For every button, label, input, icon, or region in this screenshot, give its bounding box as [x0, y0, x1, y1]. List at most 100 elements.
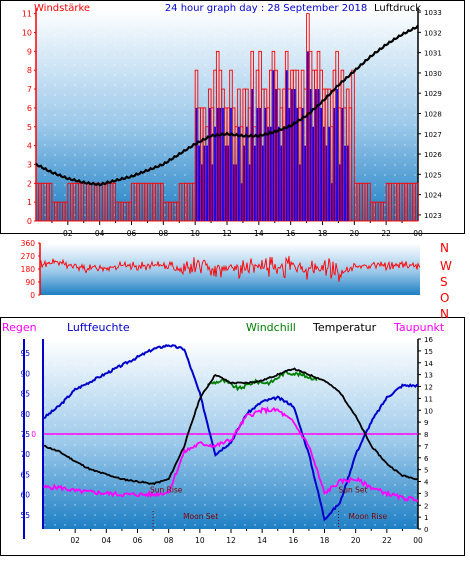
wind-gust-bar	[330, 183, 333, 221]
wind-gust-bar	[338, 164, 341, 221]
humidity-tick-label: 70	[20, 450, 30, 459]
luftdruck-label: Luftdruck	[374, 3, 421, 14]
taupunkt-label: Taupunkt	[393, 321, 445, 334]
direction-tick-label: 360	[21, 239, 36, 248]
wind-gust-bar	[328, 126, 330, 221]
wind-gust-bar	[283, 126, 285, 221]
wind-gust-bar	[293, 89, 296, 221]
wind-gust-bar	[230, 107, 232, 221]
wind-gust-bar	[323, 126, 325, 221]
luftfeuchte-label: Luftfeuchte	[67, 321, 130, 334]
wind-gust-bar	[227, 145, 230, 221]
temperature-tick-label: 1	[424, 514, 428, 522]
wind-x-tick-label: 18	[318, 229, 328, 238]
rain-value-label: 0	[31, 430, 36, 439]
pressure-tick-label: 1025	[424, 171, 442, 179]
wind-gust-bar	[256, 107, 259, 221]
wind-gust-bar	[195, 107, 198, 221]
direction-tick-label: 180	[21, 265, 36, 274]
pressure-tick-label: 1023	[424, 212, 442, 220]
sunrise-label: Sun Rise	[150, 486, 183, 495]
humidity-line	[43, 343, 419, 522]
wind-gust-bar	[317, 89, 320, 221]
wind-gust-bar	[301, 107, 304, 221]
wind-gust-bar	[214, 126, 216, 221]
humidity-x-tick-label: 00	[413, 536, 423, 545]
dir-letter-w: W	[440, 259, 452, 273]
direction-tick-label: 270	[21, 252, 36, 261]
temperature-tick-label: 10	[424, 407, 433, 415]
wind-tick-label: 1	[27, 198, 32, 207]
regen-label: Regen	[2, 321, 37, 334]
wind-gust-bar	[216, 107, 219, 221]
humidity-x-tick-label: 20	[351, 536, 361, 545]
dir-letter-n-bottom: N	[440, 307, 449, 321]
wind-x-tick-label: 16	[286, 229, 296, 238]
temperature-tick-label: 5	[424, 467, 428, 475]
wind-tick-label: 0	[27, 217, 32, 226]
wind-x-tick-label: 02	[63, 229, 73, 238]
temperatur-label: Temperatur	[312, 321, 377, 334]
wind-x-tick-label: 22	[381, 229, 391, 238]
humidity-x-tick-label: 14	[257, 536, 267, 545]
direction-tick-label: 0	[30, 291, 35, 300]
wind-gust-bar	[222, 107, 224, 221]
top-panel-frame	[0, 0, 465, 234]
humidity-x-tick-label: 02	[70, 536, 80, 545]
temperature-tick-label: 13	[424, 372, 433, 380]
wind-gust-bar	[285, 70, 288, 221]
pressure-line	[35, 24, 419, 187]
wind-gust-bar	[291, 89, 293, 221]
wind-gust-bar	[206, 145, 208, 221]
wind-gust-bar	[248, 164, 251, 221]
wind-gust-bar	[246, 126, 248, 221]
wind-tick-label: 2	[27, 179, 32, 188]
wind-x-tick-label: 10	[190, 229, 200, 238]
dir-letter-n-top: N	[440, 241, 449, 255]
wind-tick-label: 3	[27, 160, 32, 169]
wind-x-tick-label: 20	[350, 229, 360, 238]
wind-gust-bar	[296, 107, 299, 221]
wind-gust-bar	[211, 164, 214, 221]
wind-tick-label: 10	[22, 29, 32, 38]
wind-direction-line	[39, 255, 421, 282]
windstaerke-label: Windstärke	[34, 3, 90, 14]
wind-gust-bar	[344, 145, 346, 221]
wind-gust-bar	[235, 164, 238, 221]
temperature-tick-label: 0	[424, 526, 428, 534]
humidity-x-tick-label: 04	[102, 536, 112, 545]
wind-tick-label: 8	[27, 66, 32, 75]
humidity-tick-label: 55	[20, 511, 30, 520]
wind-gust-bar	[275, 89, 277, 221]
wind-gust-bar	[267, 126, 269, 221]
wind-gust-bar	[333, 107, 336, 221]
humidity-x-tick-label: 10	[195, 536, 205, 545]
temperature-tick-label: 2	[424, 502, 428, 510]
wind-x-tick-label: 04	[95, 229, 105, 238]
pressure-tick-label: 1033	[424, 9, 442, 17]
wind-gust-bar	[299, 164, 301, 221]
bottom-panel-frame	[0, 317, 465, 556]
chart-title: 24 hour graph day : 28 September 2018	[165, 3, 367, 14]
temperature-tick-label: 8	[424, 431, 428, 439]
wind-gust-bar	[203, 145, 206, 221]
wind-gust-bar	[269, 126, 272, 221]
wind-gust-bar	[336, 89, 338, 221]
pressure-tick-label: 1024	[424, 192, 442, 200]
wind-gust-bar	[309, 89, 312, 221]
humidity-tick-label: 90	[20, 369, 30, 378]
windchill-label: Windchill	[246, 321, 296, 334]
humidity-tick-label: 75	[20, 430, 30, 439]
temperature-tick-label: 9	[424, 419, 428, 427]
wind-gust-bar	[238, 126, 240, 221]
wind-gust-bar	[315, 89, 317, 221]
temperature-tick-label: 14	[424, 360, 433, 368]
wind-gust-bar	[219, 107, 222, 221]
pressure-tick-label: 1028	[424, 110, 442, 118]
wind-gust-bar	[200, 164, 203, 221]
moonset-label: Moon Set	[183, 512, 218, 521]
wind-tick-label: 6	[27, 104, 32, 113]
dewpoint-line	[43, 406, 419, 503]
